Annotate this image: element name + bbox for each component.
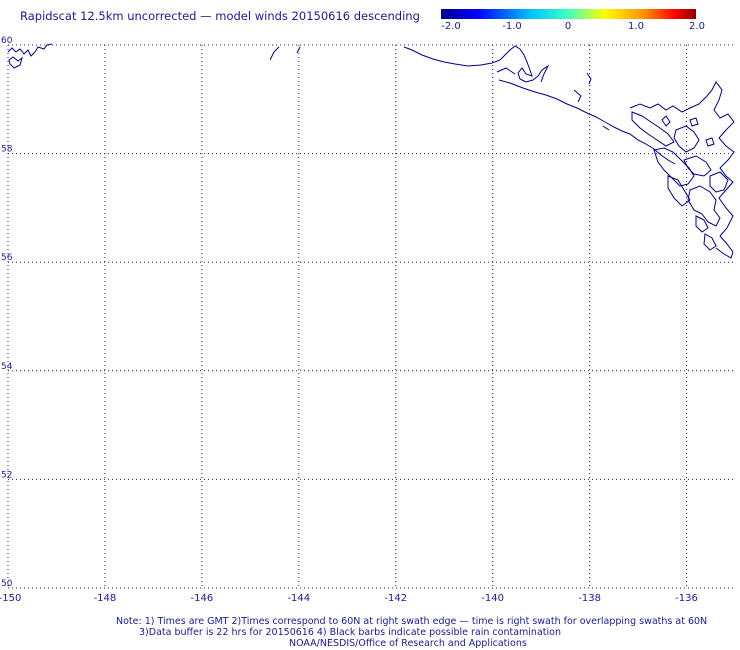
notes-footer: Note: 1) Times are GMT 2)Times correspon… <box>0 616 740 649</box>
coastline-top-left-islet <box>8 56 23 69</box>
island-admiralty <box>673 125 700 153</box>
island-small-3 <box>661 115 671 127</box>
x-tick-label: -140 <box>481 593 504 604</box>
colorbar-label-min: -2.0 <box>441 21 461 32</box>
colorbar-label-zero: 0 <box>564 21 572 32</box>
colorbar-label-pos1: 1.0 <box>628 21 644 32</box>
x-tick-label: -142 <box>384 593 407 604</box>
note-line-1: Note: 1) Times are GMT 2)Times correspon… <box>116 616 708 627</box>
island-prince-of-wales <box>687 185 721 227</box>
island-etolin <box>695 215 709 233</box>
note-credit: NOAA/NESDIS/Office of Research and Appli… <box>289 638 527 649</box>
island-dall <box>703 233 717 251</box>
y-tick-label: 52 <box>1 470 12 480</box>
coastline <box>7 43 735 259</box>
map-title: Rapidscat 12.5km uncorrected — model win… <box>20 9 420 23</box>
x-tick-label: -138 <box>578 593 601 604</box>
coastline-kodiak-edge <box>269 46 280 61</box>
island-revillagigedo <box>709 171 729 193</box>
coastline-mainland-east <box>629 81 735 259</box>
colorbar-label-neg1: -1.0 <box>502 21 522 32</box>
island-baranof <box>653 147 695 187</box>
coastline-yakutat <box>496 67 516 75</box>
x-tick-label: -148 <box>94 593 117 604</box>
tick-labels: -150 -148 -146 -144 -142 -140 -138 -136 60 58 56 54… <box>0 36 698 604</box>
x-tick-label: -150 <box>0 593 21 604</box>
coastline-southeast-alaska <box>498 79 676 165</box>
island-small-1 <box>689 117 699 127</box>
y-tick-label: 56 <box>1 253 13 263</box>
y-tick-label: 60 <box>1 36 13 46</box>
coastline-point <box>602 125 610 131</box>
coastline-lisianski <box>586 72 592 85</box>
x-tick-label: -144 <box>287 593 310 604</box>
island-kupreanof <box>683 155 712 177</box>
color-scale-bar <box>441 9 696 19</box>
note-line-2: 3)Data buffer is 22 hrs for 20150616 4) … <box>139 627 561 638</box>
x-tick-label: -146 <box>191 593 214 604</box>
coastline-cross-sound <box>573 89 582 103</box>
y-tick-label: 58 <box>1 145 13 155</box>
y-tick-label: 50 <box>1 579 13 589</box>
island-chichagof <box>631 111 675 147</box>
y-tick-label: 54 <box>1 362 13 372</box>
island-small-2 <box>705 137 715 147</box>
island-kuiu <box>667 175 691 207</box>
x-tick-label: -136 <box>675 593 698 604</box>
coastline-gulf-north <box>403 45 550 83</box>
colorbar-label-max: 2.0 <box>689 21 705 32</box>
graticule <box>7 44 735 589</box>
coastline-middleton <box>296 46 301 54</box>
coastline-top-left <box>7 43 53 57</box>
